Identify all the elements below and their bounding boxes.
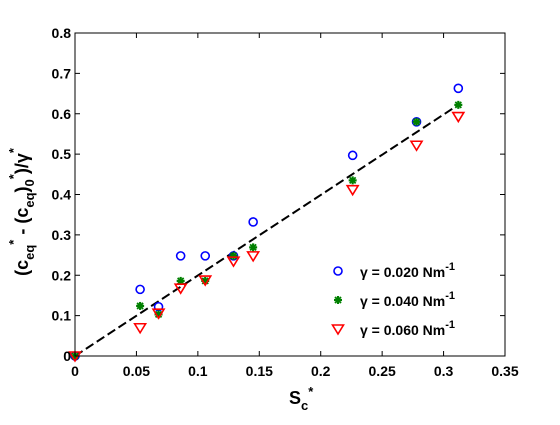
x-axis-label: Sc* xyxy=(289,384,314,413)
y-axis-label-sub2: eq xyxy=(22,192,37,207)
data-point-series-2 xyxy=(454,100,463,109)
y-axis-label-part3: ) xyxy=(12,186,32,192)
y-tick-label: 0.4 xyxy=(52,187,72,203)
legend-label-text: γ = 0.040 Nm xyxy=(360,293,445,309)
x-tick-label: 0.1 xyxy=(188,363,208,379)
star-stroke xyxy=(412,118,421,126)
y-axis-label-sub1: eq xyxy=(22,245,37,260)
y-tick-label: 0.5 xyxy=(52,146,72,162)
data-point-series-2 xyxy=(229,251,238,260)
fit-line-layer xyxy=(74,104,459,357)
star-stroke xyxy=(136,302,144,310)
legend-label-series-2: γ = 0.040 Nm-1 xyxy=(360,290,455,309)
legend-marker-series-2 xyxy=(334,296,342,304)
data-point-series-3 xyxy=(151,308,166,320)
y-tick-label: 0.7 xyxy=(52,65,72,81)
y-axis-label-part4: )/γ xyxy=(12,153,32,174)
star-stroke xyxy=(177,277,185,285)
data-point-series-1 xyxy=(135,284,145,295)
legend-label-series-1: γ = 0.020 Nm-1 xyxy=(360,261,455,280)
data-point-series-3 xyxy=(198,275,213,287)
data-point-series-3 xyxy=(226,256,241,268)
y-axis-label-part1: (c xyxy=(12,260,32,276)
data-point-series-1 xyxy=(175,251,186,261)
legend-label-sup: -1 xyxy=(445,319,455,331)
data-point-series-2 xyxy=(412,117,421,126)
legend-label-text: γ = 0.060 Nm xyxy=(360,322,445,338)
legend: γ = 0.020 Nm-1γ = 0.040 Nm-1γ = 0.060 Nm… xyxy=(331,261,455,338)
y-tick-label: 0.3 xyxy=(52,227,72,243)
data-point-series-3 xyxy=(246,251,261,263)
data-point-series-3 xyxy=(451,111,466,124)
data-point-series-2 xyxy=(348,176,357,185)
y-axis-label-sub3: 0 xyxy=(22,179,37,186)
data-point-series-2 xyxy=(136,301,145,310)
data-point-series-1 xyxy=(200,251,211,261)
x-axis-label-main: S xyxy=(289,388,301,408)
y-axis-label: (ceq* - (ceq)0*)/γ* xyxy=(6,147,37,276)
x-tick-label: 0.25 xyxy=(369,363,396,379)
data-point-series-1 xyxy=(347,150,358,161)
y-tick-label: 0.8 xyxy=(52,25,72,41)
x-tick-label: 0.05 xyxy=(123,363,150,379)
data-point-series-1 xyxy=(453,83,464,94)
y-tick-label: 0.2 xyxy=(52,267,72,283)
y-axis-label-part2: - (c xyxy=(12,208,32,240)
data-points-layer xyxy=(68,83,466,363)
data-point-series-2 xyxy=(249,243,258,252)
x-axis-ticks: 0 0.05 0.1 0.15 0.2 0.25 0.3 0.35 xyxy=(71,33,519,379)
data-point-series-3 xyxy=(409,140,424,152)
x-tick-label: 0.2 xyxy=(311,363,331,379)
y-axis-ticks: 0 0.1 0.2 0.3 0.4 0.5 0.6 0.7 0.8 xyxy=(52,25,505,364)
legend-label-sup: -1 xyxy=(445,261,455,273)
star-stroke xyxy=(349,176,357,185)
star-stroke xyxy=(454,101,462,109)
star-stroke xyxy=(334,296,342,304)
x-axis-label-sup: * xyxy=(308,384,314,399)
legend-marker-series-3 xyxy=(331,324,345,336)
star-stroke xyxy=(249,243,257,252)
linear-fit-line xyxy=(74,104,459,357)
data-point-series-2 xyxy=(176,276,185,285)
y-tick-label: 0 xyxy=(63,348,71,364)
x-tick-label: 0.3 xyxy=(434,363,454,379)
data-point-series-3 xyxy=(133,322,148,335)
x-axis-label-sub: c xyxy=(301,398,308,413)
x-tick-label: 0 xyxy=(71,363,79,379)
y-axis-label-sup3: * xyxy=(6,173,21,179)
legend-marker-series-1 xyxy=(333,266,343,276)
y-axis-label-sup1: * xyxy=(6,239,21,245)
data-point-series-3 xyxy=(345,184,360,197)
data-point-series-1 xyxy=(248,217,258,227)
legend-label-sup: -1 xyxy=(445,290,455,302)
legend-label-series-3: γ = 0.060 Nm-1 xyxy=(360,319,455,338)
y-tick-label: 0.6 xyxy=(52,106,72,122)
y-axis-label-sup4: * xyxy=(6,147,21,153)
x-tick-label: 0.35 xyxy=(491,363,518,379)
legend-label-text: γ = 0.020 Nm xyxy=(360,264,445,280)
x-tick-label: 0.15 xyxy=(246,363,273,379)
data-point-series-3 xyxy=(173,283,188,295)
y-tick-label: 0.1 xyxy=(52,308,72,324)
